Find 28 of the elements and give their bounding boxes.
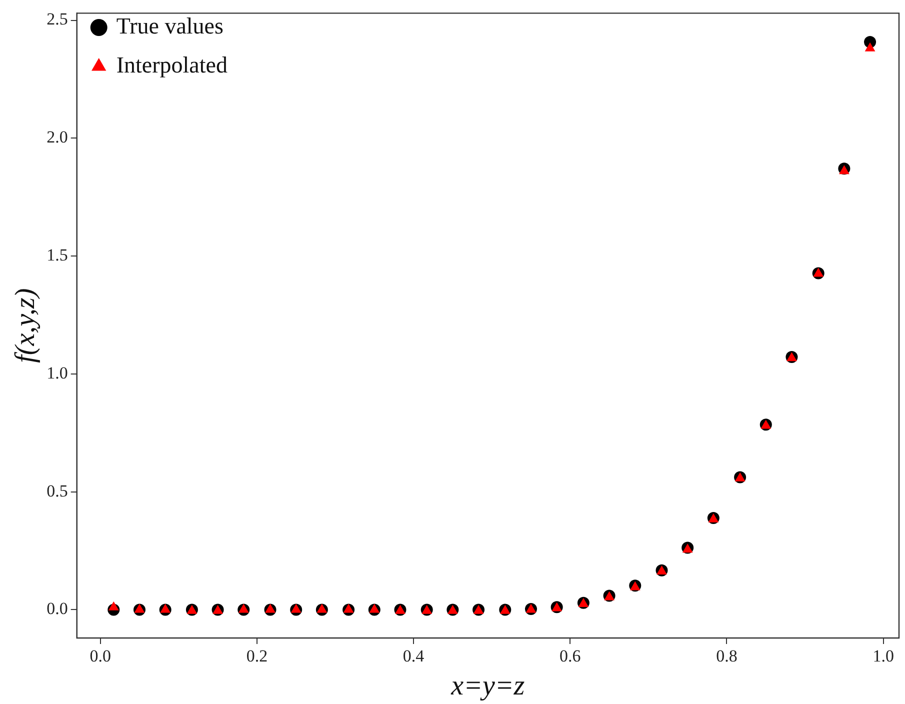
x-tick-label: 0.4 <box>402 646 425 666</box>
legend-label: Interpolated <box>116 52 228 78</box>
point <box>316 604 328 613</box>
point <box>265 604 276 613</box>
x-tick-label: 0.6 <box>560 646 581 666</box>
x-axis-title: x=y=z <box>450 670 525 702</box>
y-tick-label: 0.5 <box>46 481 68 500</box>
point <box>134 604 145 613</box>
x-tick-label: 0.2 <box>246 646 268 666</box>
point <box>290 604 302 613</box>
point <box>108 601 119 610</box>
y-tick-label: 0.0 <box>46 599 68 618</box>
y-tick-label: 1.0 <box>46 363 68 382</box>
point <box>160 604 171 613</box>
point <box>343 604 354 613</box>
x-tick-label: 0.8 <box>716 646 738 666</box>
y-axis-title: f(x,y,z) <box>10 288 42 363</box>
point <box>838 165 850 174</box>
x-tick-label: 1.0 <box>872 646 894 666</box>
point <box>238 604 249 613</box>
point <box>813 268 824 277</box>
point <box>864 42 876 52</box>
y-tick-label: 2.0 <box>46 128 68 147</box>
y-tick-label: 2.5 <box>46 10 68 29</box>
x-tick-label: 0.0 <box>90 646 111 666</box>
legend-label: True values <box>116 14 224 39</box>
y-tick-label: 1.5 <box>46 246 68 265</box>
point <box>369 604 380 613</box>
